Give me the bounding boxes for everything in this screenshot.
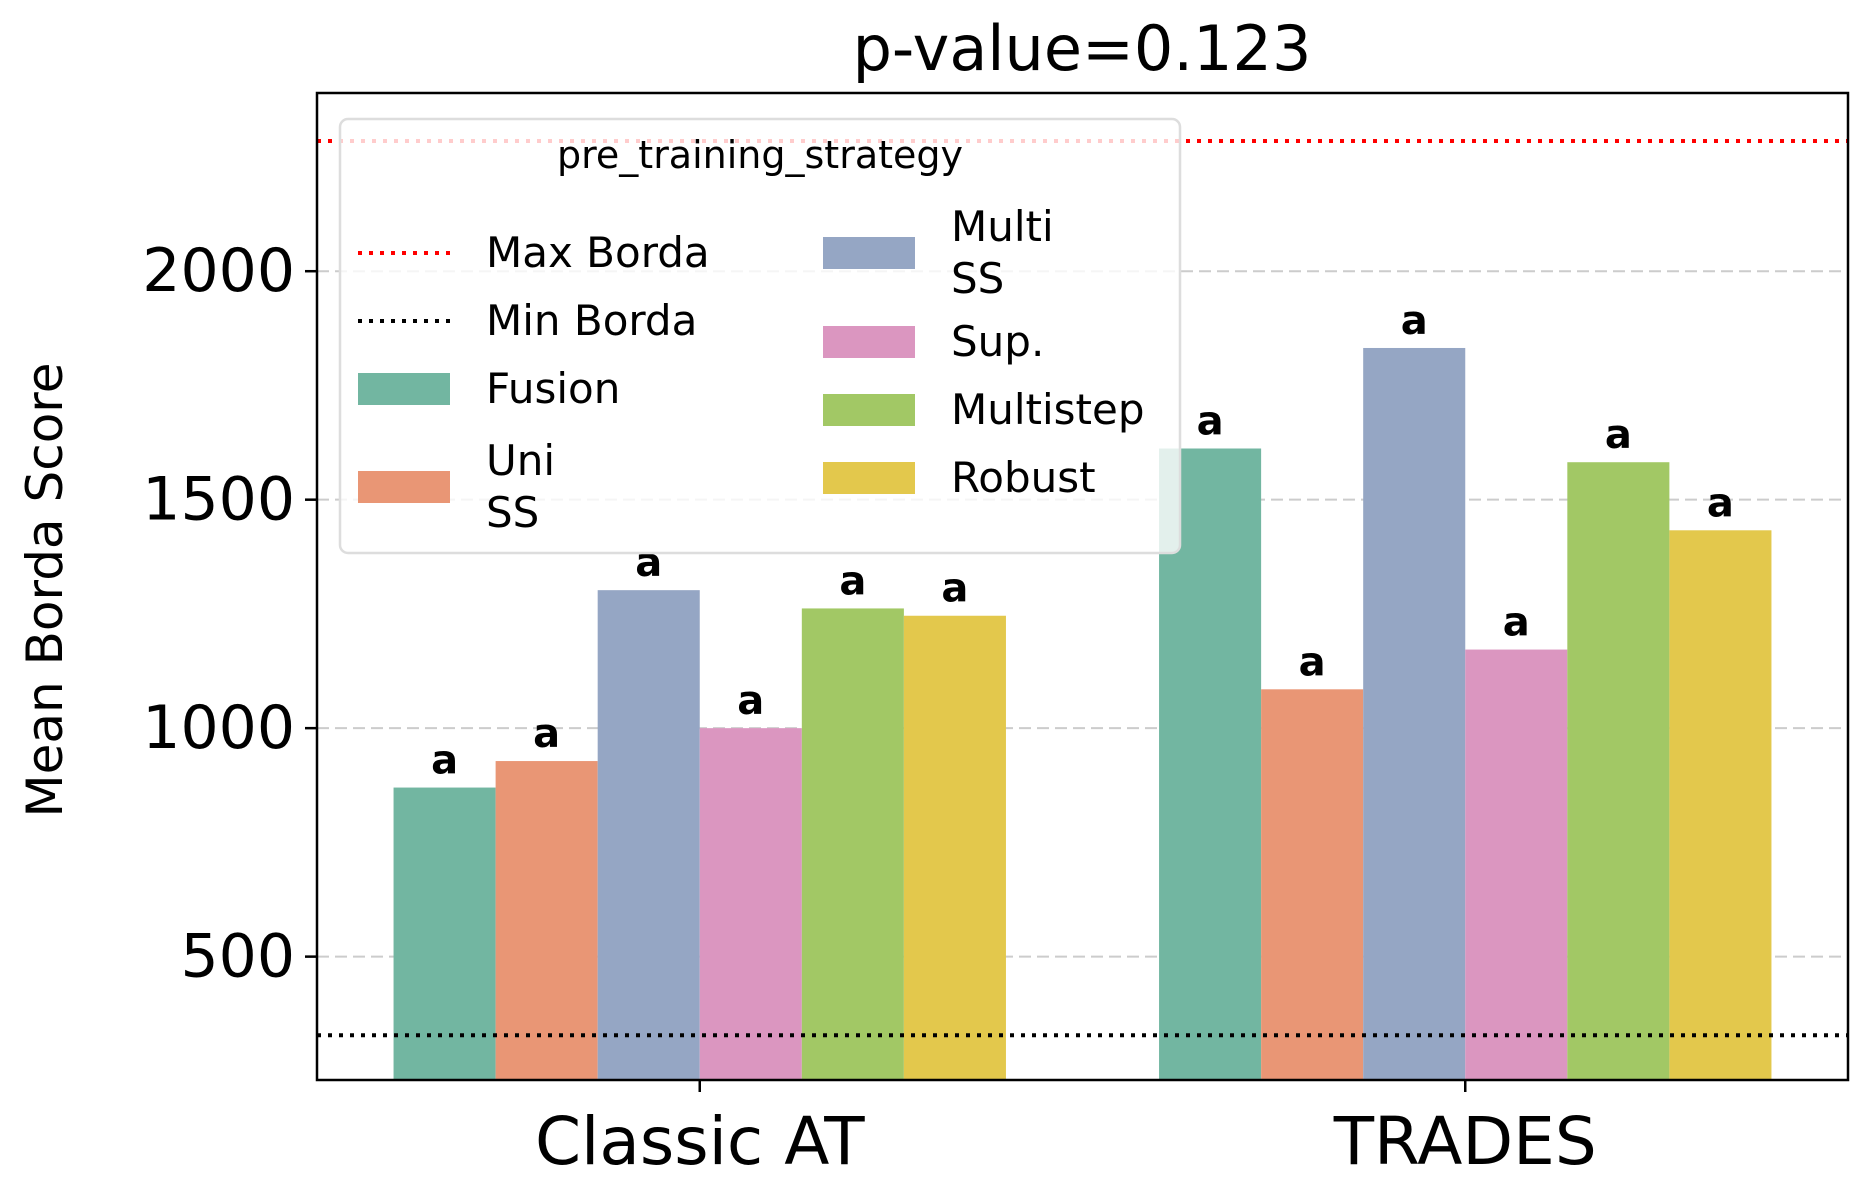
bar-multistep-classic-at [801,608,904,1080]
x-tick-label-trades: TRADES [1333,1103,1597,1180]
bar-sup-trades [1465,649,1568,1080]
y-tick-label-1500: 1500 [142,465,295,535]
bar-label-robust-trades: a [1707,480,1734,526]
legend-marker-multistep [823,394,915,426]
legend-label-fusion: Fusion [486,364,620,413]
bar-label-fusion-classic-at: a [431,738,458,784]
bar-label-multistep-classic-at: a [839,558,866,604]
bar-sup-classic-at [699,728,802,1080]
bar-uni-ss-trades [1261,689,1364,1080]
bar-label-multi-ss-trades: a [1401,298,1428,344]
legend-label-sup: Sup. [951,317,1044,366]
bar-multi-ss-classic-at [597,590,700,1080]
bar-label-uni-ss-trades: a [1299,639,1326,685]
legend-marker-multi-ss [823,237,915,269]
bar-label-uni-ss-classic-at: a [533,711,560,757]
chart-title: p-value=0.123 [853,12,1312,85]
y-axis-label: Mean Borda Score [16,362,74,817]
x-tick-label-classic-at: Classic AT [535,1103,865,1180]
bar-label-sup-trades: a [1503,600,1530,646]
y-tick-label-500: 500 [180,922,295,992]
legend-label-multi-ss: Multi SS [951,202,1054,303]
legend-label-max-borda: Max Borda [486,228,710,277]
legend-marker-uni-ss [358,471,450,503]
bar-label-sup-classic-at: a [737,678,764,724]
bar-label-robust-classic-at: a [941,566,968,612]
legend-label-uni-ss: Uni SS [486,436,555,537]
bar-multi-ss-trades [1363,347,1466,1081]
bar-label-multistep-trades: a [1605,412,1632,458]
legend-marker-sup [823,326,915,358]
bar-multistep-trades [1567,462,1670,1080]
legend-label-multistep: Multistep [951,385,1145,434]
y-tick-label-1000: 1000 [142,693,295,763]
legend-title: pre_training_strategy [557,133,963,177]
legend-label-min-borda: Min Borda [486,296,697,345]
bar-fusion-classic-at [393,787,496,1080]
bar-uni-ss-classic-at [495,761,598,1080]
legend-label-robust: Robust [951,453,1096,502]
bar-robust-trades [1669,530,1772,1080]
y-tick-label-2000: 2000 [142,236,295,306]
plot-frame [315,91,1850,1082]
legend-box [338,117,1182,555]
axes: 500 1000 1500 2000 Classic AT TRADES [142,91,1850,1180]
bar-label-fusion-trades: a [1197,399,1224,445]
legend-marker-fusion [358,373,450,405]
legend: pre_training_strategy Max Borda Min Borda F… [338,117,1182,555]
bar-robust-classic-at [903,615,1006,1080]
legend-marker-robust [823,462,915,494]
bar-fusion-trades [1159,448,1262,1080]
bars [393,347,1772,1081]
